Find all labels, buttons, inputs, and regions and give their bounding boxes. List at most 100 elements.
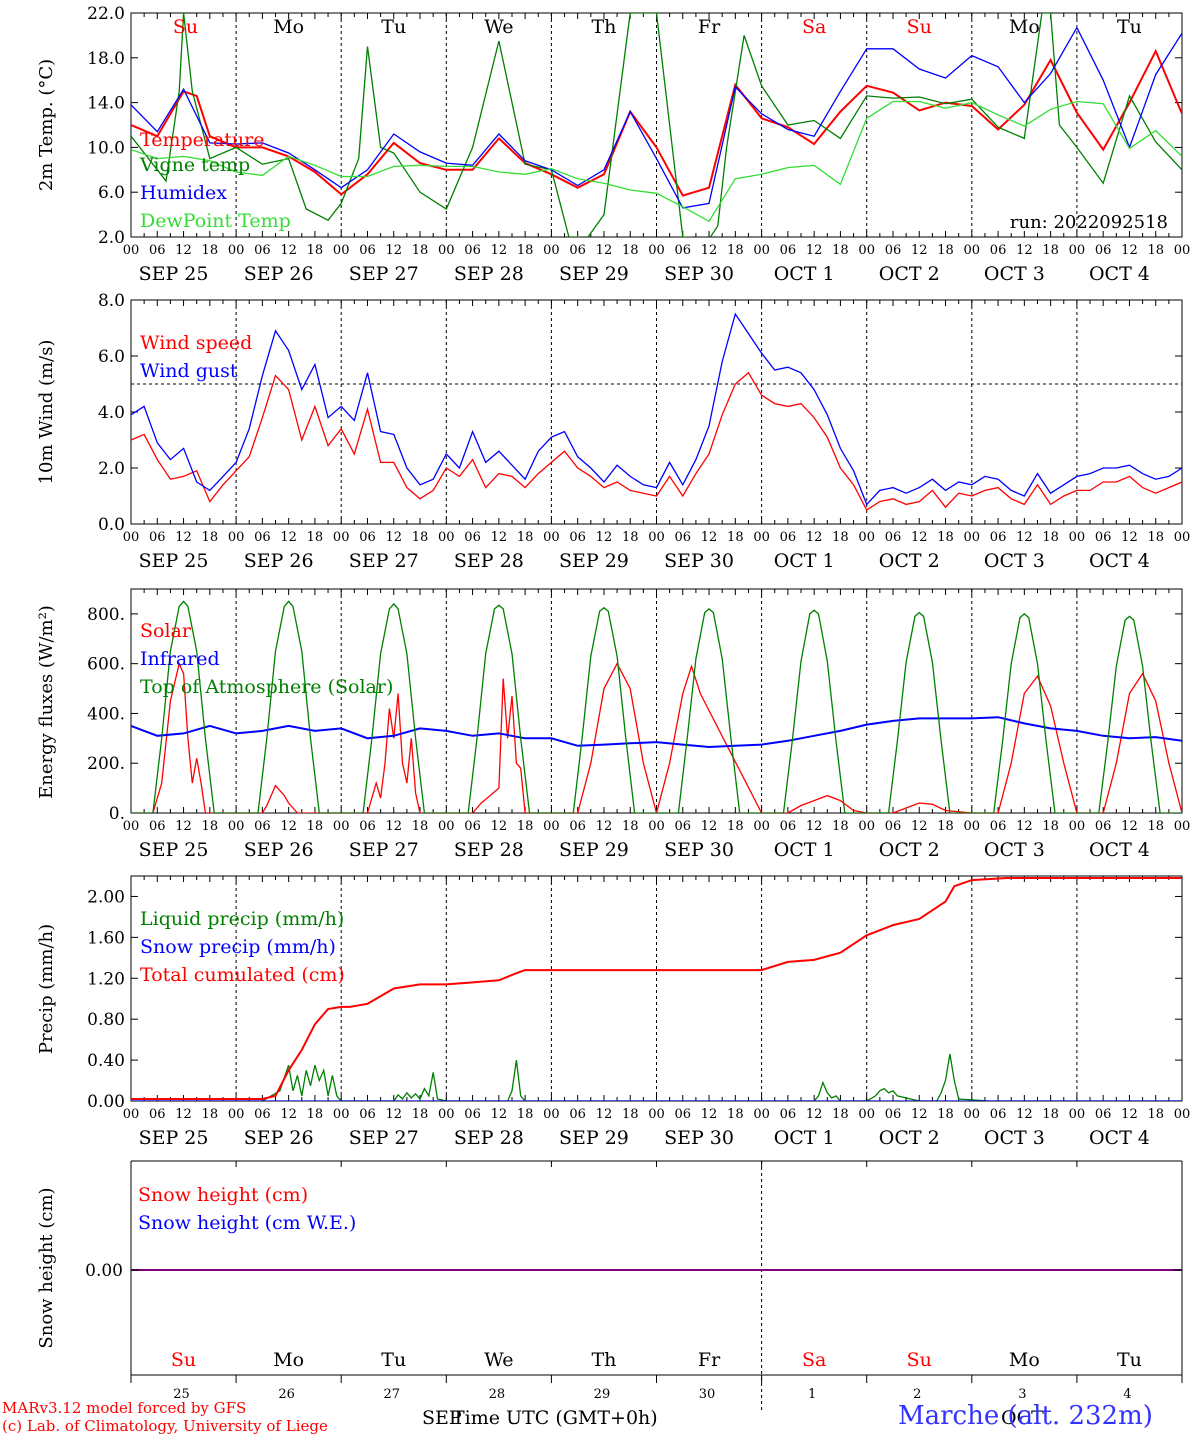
hour-label: 12 — [385, 1107, 402, 1122]
legend-entry: Vigne temp — [139, 154, 250, 176]
hour-label: 18 — [307, 819, 324, 834]
hour-label: 00 — [648, 819, 665, 834]
hour-label: 06 — [464, 243, 481, 258]
hour-label: 06 — [780, 819, 797, 834]
y-tick-label: 0.0 — [98, 515, 125, 535]
hour-label: 06 — [1095, 530, 1112, 545]
date-label: SEP 30 — [664, 263, 734, 285]
y-tick-label: 22.0 — [87, 4, 125, 24]
hour-label: 06 — [675, 243, 692, 258]
run-annotation: run: 2022092518 — [1010, 212, 1168, 233]
hour-label: 06 — [149, 243, 166, 258]
legend-entry: Snow height (cm W.E.) — [138, 1212, 356, 1234]
hour-label: 00 — [333, 243, 350, 258]
date-label: OCT 3 — [984, 550, 1045, 572]
hour-label: 06 — [464, 1107, 481, 1122]
hour-label: 18 — [517, 243, 534, 258]
hour-label: 06 — [149, 1107, 166, 1122]
hour-label: 00 — [123, 819, 140, 834]
hour-label: 00 — [858, 819, 875, 834]
hour-label: 12 — [596, 1107, 613, 1122]
hour-label: 12 — [701, 819, 718, 834]
y-tick-label: 400. — [87, 704, 125, 724]
date-label: SEP 28 — [454, 550, 524, 572]
day-number-label: 30 — [699, 1387, 716, 1402]
date-label: SEP 25 — [139, 839, 209, 861]
legend-entry: DewPoint Temp — [140, 210, 291, 232]
hour-label: 06 — [780, 243, 797, 258]
y-tick-label: 2.0 — [98, 228, 125, 248]
hour-label: 18 — [307, 243, 324, 258]
hour-label: 12 — [385, 819, 402, 834]
y-tick-label: 0.00 — [85, 1261, 123, 1281]
date-label: SEP 30 — [664, 839, 734, 861]
hour-label: 18 — [937, 530, 954, 545]
hour-label: 12 — [701, 530, 718, 545]
day-number-label: 4 — [1123, 1387, 1131, 1402]
y-tick-label: 1.60 — [87, 928, 125, 948]
hour-label: 06 — [359, 530, 376, 545]
month-label-sep: SEP — [422, 1407, 462, 1429]
weekday-label: We — [484, 16, 513, 38]
hour-label: 12 — [806, 1107, 823, 1122]
hour-label: 12 — [911, 819, 928, 834]
hour-label: 00 — [753, 243, 770, 258]
y-tick-label: 600. — [87, 655, 125, 675]
hour-label: 18 — [412, 1107, 429, 1122]
hour-label: 00 — [1174, 243, 1191, 258]
weekday-label: Tu — [1117, 16, 1142, 38]
date-label: SEP 27 — [349, 263, 419, 285]
date-label: OCT 3 — [984, 839, 1045, 861]
hour-label: 12 — [911, 530, 928, 545]
hour-label: 06 — [359, 819, 376, 834]
date-label: SEP 27 — [349, 550, 419, 572]
hour-label: 06 — [780, 1107, 797, 1122]
series-wind-gust — [131, 312, 1182, 506]
y-tick-label: 0.00 — [87, 1092, 125, 1112]
date-label: OCT 1 — [774, 839, 835, 861]
hour-label: 06 — [569, 1107, 586, 1122]
hour-label: 18 — [412, 819, 429, 834]
credit-line-2: (c) Lab. of Climatology, University of L… — [2, 1417, 328, 1435]
date-label: OCT 1 — [774, 263, 835, 285]
day-number-label: 3 — [1018, 1387, 1026, 1402]
hour-label: 00 — [1174, 819, 1191, 834]
hour-label: 00 — [964, 819, 981, 834]
series-total-cumulated-cm- — [131, 877, 1182, 1100]
hour-label: 12 — [1016, 819, 1033, 834]
weekday-label: Su — [171, 1349, 196, 1371]
hour-label: 18 — [622, 243, 639, 258]
hour-label: 00 — [333, 530, 350, 545]
y-tick-label: 0.40 — [87, 1051, 125, 1071]
y-axis-label: 2m Temp. (°C) — [36, 59, 57, 191]
hour-label: 06 — [254, 243, 271, 258]
y-tick-label: 8.0 — [98, 291, 125, 311]
hour-label: 00 — [858, 243, 875, 258]
weekday-label: Th — [591, 1349, 616, 1371]
date-label: OCT 4 — [1089, 1127, 1150, 1149]
y-axis-label: Snow height (cm) — [36, 1187, 57, 1348]
hour-label: 00 — [543, 530, 560, 545]
y-tick-label: 4.0 — [98, 403, 125, 423]
day-number-label: 2 — [913, 1387, 921, 1402]
hour-label: 06 — [569, 243, 586, 258]
date-label: OCT 3 — [984, 263, 1045, 285]
hour-label: 00 — [1069, 530, 1086, 545]
hour-label: 00 — [753, 530, 770, 545]
day-number-label: 25 — [173, 1387, 190, 1402]
hour-label: 06 — [359, 1107, 376, 1122]
hour-label: 18 — [202, 1107, 219, 1122]
hour-label: 12 — [911, 1107, 928, 1122]
date-label: SEP 26 — [244, 1127, 314, 1149]
date-label: OCT 2 — [879, 263, 940, 285]
hour-label: 12 — [1121, 1107, 1138, 1122]
hour-label: 06 — [885, 243, 902, 258]
hour-label: 12 — [280, 1107, 297, 1122]
hour-label: 06 — [675, 819, 692, 834]
date-label: SEP 25 — [139, 263, 209, 285]
panel-3 — [130, 588, 1183, 814]
date-label: OCT 4 — [1089, 550, 1150, 572]
date-label: SEP 30 — [664, 1127, 734, 1149]
hour-label: 00 — [648, 530, 665, 545]
weekday-label: Tu — [381, 16, 406, 38]
